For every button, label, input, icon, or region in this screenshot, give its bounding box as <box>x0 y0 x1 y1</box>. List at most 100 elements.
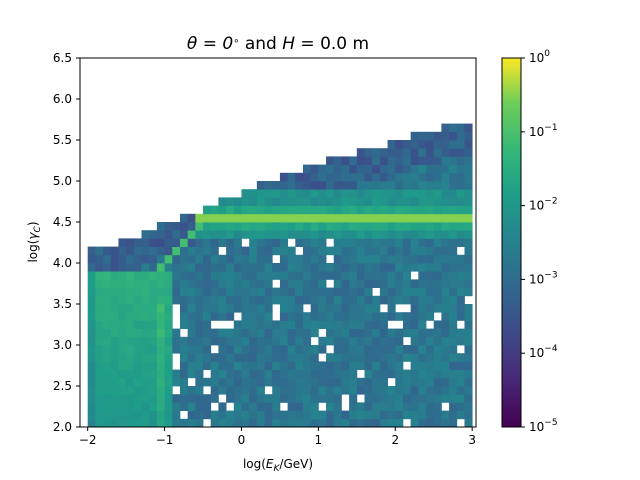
heatmap-cell <box>226 263 235 272</box>
heatmap-cell <box>256 254 265 264</box>
heatmap-cell <box>402 295 412 305</box>
heatmap-cell <box>264 328 273 338</box>
heatmap-cell <box>133 328 142 338</box>
heatmap-cell <box>164 279 173 288</box>
heatmap-cell <box>133 418 142 428</box>
heatmap-cell <box>233 254 242 264</box>
heatmap-cell <box>433 295 442 305</box>
heatmap-cell <box>264 181 273 190</box>
heatmap-cell <box>418 230 427 239</box>
heatmap-cell <box>333 361 342 370</box>
heatmap-cell <box>310 328 319 338</box>
heatmap-cell <box>87 336 96 346</box>
heatmap-cell <box>349 254 358 264</box>
heatmap-cell <box>372 205 381 215</box>
heatmap-cell <box>341 205 350 215</box>
heatmap-cell <box>387 369 396 379</box>
heatmap-cell <box>172 345 181 354</box>
heatmap-cell <box>310 320 319 329</box>
heatmap-cell <box>426 402 435 411</box>
heatmap-cell <box>156 410 165 420</box>
heatmap-cell <box>433 410 442 420</box>
heatmap-cell <box>179 222 189 231</box>
heatmap-cell <box>402 164 412 174</box>
heatmap-cell <box>103 246 112 256</box>
heatmap-cell <box>402 386 412 395</box>
heatmap-cell <box>95 402 104 411</box>
heatmap-cell <box>364 148 373 157</box>
heatmap-cell <box>402 279 412 288</box>
heatmap-cell <box>87 271 96 280</box>
heatmap-cell <box>402 197 412 206</box>
heatmap-cell <box>133 287 142 297</box>
heatmap-cell <box>179 394 189 403</box>
heatmap-cell <box>295 197 304 206</box>
heatmap-cell <box>210 222 219 231</box>
heatmap-cell <box>203 205 212 215</box>
heatmap-cell <box>341 377 350 387</box>
heatmap-cell <box>395 263 404 272</box>
heatmap-cell <box>302 394 312 403</box>
heatmap-cell <box>149 320 158 329</box>
heatmap-cell <box>333 263 342 272</box>
heatmap-cell <box>126 238 135 247</box>
heatmap-cell <box>441 131 450 141</box>
heatmap-cell <box>133 410 142 420</box>
heatmap-cell <box>302 213 312 223</box>
heatmap-cell <box>87 328 96 338</box>
heatmap-cell <box>203 394 212 403</box>
heatmap-cell <box>218 287 227 297</box>
heatmap-cell <box>333 287 342 297</box>
heatmap-cell <box>364 320 373 329</box>
heatmap-cell <box>233 263 242 272</box>
heatmap-cell <box>333 279 342 288</box>
heatmap-cell <box>326 402 335 411</box>
heatmap-cell <box>195 238 204 247</box>
heatmap-cell <box>156 386 165 395</box>
heatmap-cell <box>379 402 388 411</box>
heatmap-cell <box>449 230 458 239</box>
heatmap-cell <box>156 246 165 256</box>
heatmap-cell <box>449 246 458 256</box>
x-tick-label: 2 <box>391 433 399 447</box>
heatmap-cell <box>149 394 158 403</box>
heatmap-cell <box>310 197 319 206</box>
heatmap-cell <box>95 361 104 370</box>
heatmap-cell <box>187 238 196 247</box>
heatmap-cell <box>349 410 358 420</box>
heatmap-cell <box>364 254 373 264</box>
colorbar-tick-label: 10−3 <box>529 270 558 286</box>
heatmap-cell <box>210 304 219 313</box>
heatmap-cell <box>295 238 304 247</box>
heatmap-cell <box>364 353 373 362</box>
heatmap-cell <box>433 361 442 370</box>
heatmap-cell <box>310 394 319 403</box>
heatmap-cell <box>256 402 265 411</box>
heatmap-cell <box>95 410 104 420</box>
heatmap-cell <box>456 148 465 157</box>
heatmap-cell <box>279 222 289 231</box>
heatmap-cell <box>249 222 258 231</box>
heatmap-cell <box>326 328 335 338</box>
heatmap-cell <box>349 197 358 206</box>
heatmap-cell <box>433 386 442 395</box>
heatmap-cell <box>318 197 327 206</box>
heatmap-cell <box>395 394 404 403</box>
heatmap-cell <box>356 246 365 256</box>
heatmap-cell <box>326 156 335 165</box>
heatmap-cell <box>418 295 427 305</box>
heatmap-cell <box>172 328 181 338</box>
heatmap-cell <box>372 189 381 198</box>
heatmap-cell <box>426 271 435 280</box>
heatmap-cell <box>426 156 435 165</box>
heatmap-cell <box>279 271 289 280</box>
heatmap-cell <box>164 238 173 247</box>
heatmap-cell <box>279 238 289 247</box>
heatmap-cell <box>272 238 281 247</box>
heatmap-cell <box>126 246 135 256</box>
heatmap-cell <box>118 336 127 346</box>
heatmap-cell <box>118 353 127 362</box>
heatmap-cell <box>233 418 242 428</box>
x-axis: −2 −1 0 1 2 3 <box>79 427 476 447</box>
heatmap-cell <box>218 386 227 395</box>
